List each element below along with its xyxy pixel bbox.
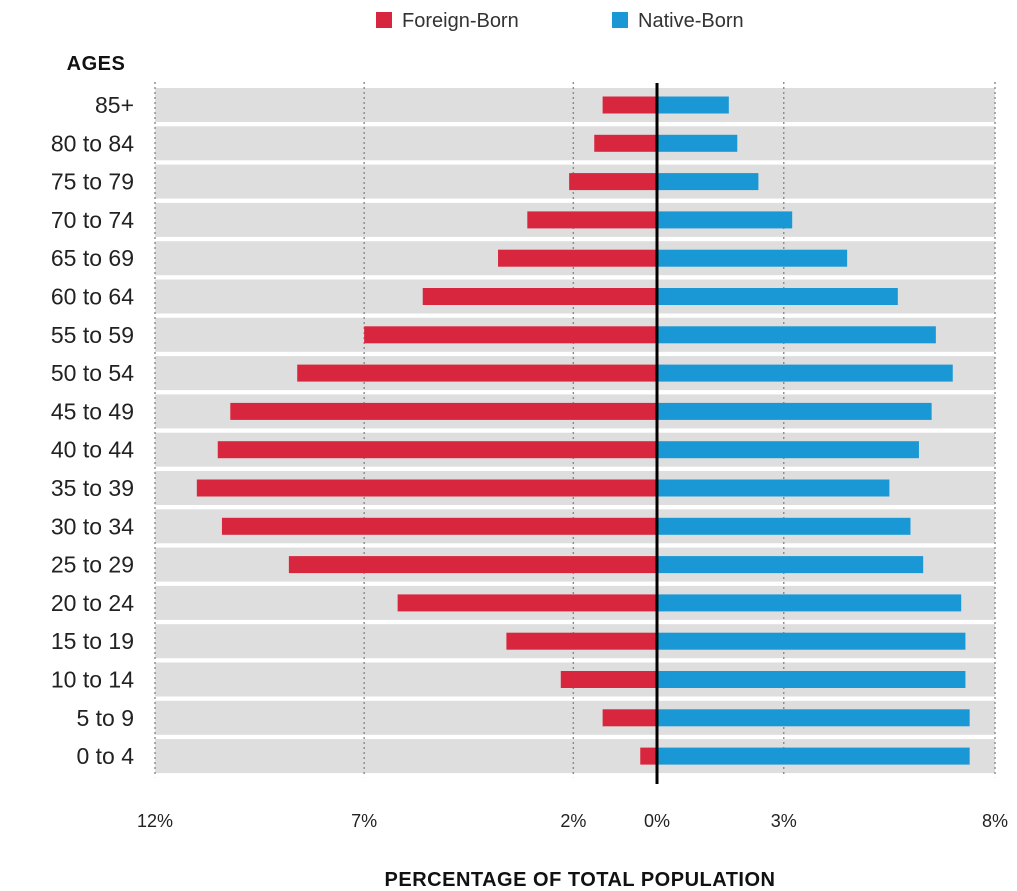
bar-foreign-born (397, 594, 657, 612)
age-label: 5 to 9 (76, 705, 134, 731)
bar-native-born (657, 632, 966, 650)
x-tick-label: 2% (560, 811, 586, 831)
bar-native-born (657, 556, 924, 574)
bars (196, 96, 970, 765)
bar-foreign-born (640, 747, 657, 765)
gridlines (154, 82, 996, 778)
bar-foreign-born (498, 249, 657, 267)
bar-native-born (657, 288, 898, 305)
x-axis-tick-labels: 12% 7% 2% 0% 3% 8% (137, 811, 1008, 831)
bar-foreign-born (217, 441, 657, 459)
bar-foreign-born (560, 671, 657, 688)
age-label: 50 to 54 (51, 360, 134, 386)
age-label: 35 to 39 (51, 475, 134, 501)
bar-native-born (657, 134, 738, 152)
age-label: 60 to 64 (51, 284, 134, 310)
legend-swatch-native-born (612, 12, 628, 28)
bar-foreign-born (230, 402, 658, 420)
bar-native-born (657, 479, 890, 497)
row-band (155, 126, 995, 161)
age-label: 75 to 79 (51, 169, 134, 195)
row-bands (155, 88, 995, 774)
x-tick-label: 3% (771, 811, 797, 831)
age-labels: 85+ 80 to 84 75 to 79 70 to 74 65 to 69 60 to… (51, 92, 134, 769)
bar-native-born (657, 671, 966, 688)
bar-native-born (657, 249, 848, 267)
x-tick-label: 7% (351, 811, 377, 831)
y-axis-title: AGES (67, 53, 126, 75)
legend: Foreign-Born Native-Born (376, 10, 744, 32)
age-label: 15 to 19 (51, 628, 134, 654)
bar-foreign-born (602, 709, 657, 727)
bar-native-born (657, 96, 729, 114)
bar-native-born (657, 326, 936, 344)
age-label: 45 to 49 (51, 398, 134, 424)
bar-foreign-born (221, 517, 657, 535)
bar-foreign-born (569, 173, 657, 191)
age-label: 10 to 14 (51, 667, 134, 693)
bar-foreign-born (288, 556, 657, 574)
age-label: 80 to 84 (51, 130, 134, 156)
legend-label-foreign-born: Foreign-Born (402, 10, 519, 32)
age-label: 65 to 69 (51, 245, 134, 271)
bar-foreign-born (422, 288, 657, 305)
age-label: 30 to 34 (51, 513, 134, 539)
bar-native-born (657, 747, 970, 765)
bar-native-born (657, 211, 793, 229)
bar-foreign-born (297, 364, 657, 382)
row-band (155, 88, 995, 122)
legend-label-native-born: Native-Born (638, 10, 744, 32)
bar-native-born (657, 402, 932, 420)
bar-foreign-born (506, 632, 657, 650)
age-label: 40 to 44 (51, 437, 134, 463)
bar-native-born (657, 517, 911, 535)
bar-foreign-born (527, 211, 657, 229)
bar-native-born (657, 364, 953, 382)
age-label: 70 to 74 (51, 207, 134, 233)
bar-foreign-born (594, 134, 657, 152)
bar-native-born (657, 594, 962, 612)
x-axis-title: PERCENTAGE OF TOTAL POPULATION (385, 869, 776, 891)
bar-native-born (657, 173, 759, 191)
bar-foreign-born (602, 96, 657, 114)
x-tick-label: 12% (137, 811, 173, 831)
age-label: 0 to 4 (76, 743, 134, 769)
legend-swatch-foreign-born (376, 12, 392, 28)
x-tick-label: 8% (982, 811, 1008, 831)
age-label: 25 to 29 (51, 552, 134, 578)
bar-foreign-born (364, 326, 657, 344)
x-tick-label: 0% (644, 811, 670, 831)
age-label: 20 to 24 (51, 590, 134, 616)
age-label: 55 to 59 (51, 322, 134, 348)
bar-foreign-born (196, 479, 658, 497)
bar-native-born (657, 709, 970, 727)
age-label: 85+ (95, 92, 134, 118)
bar-native-born (657, 441, 919, 459)
